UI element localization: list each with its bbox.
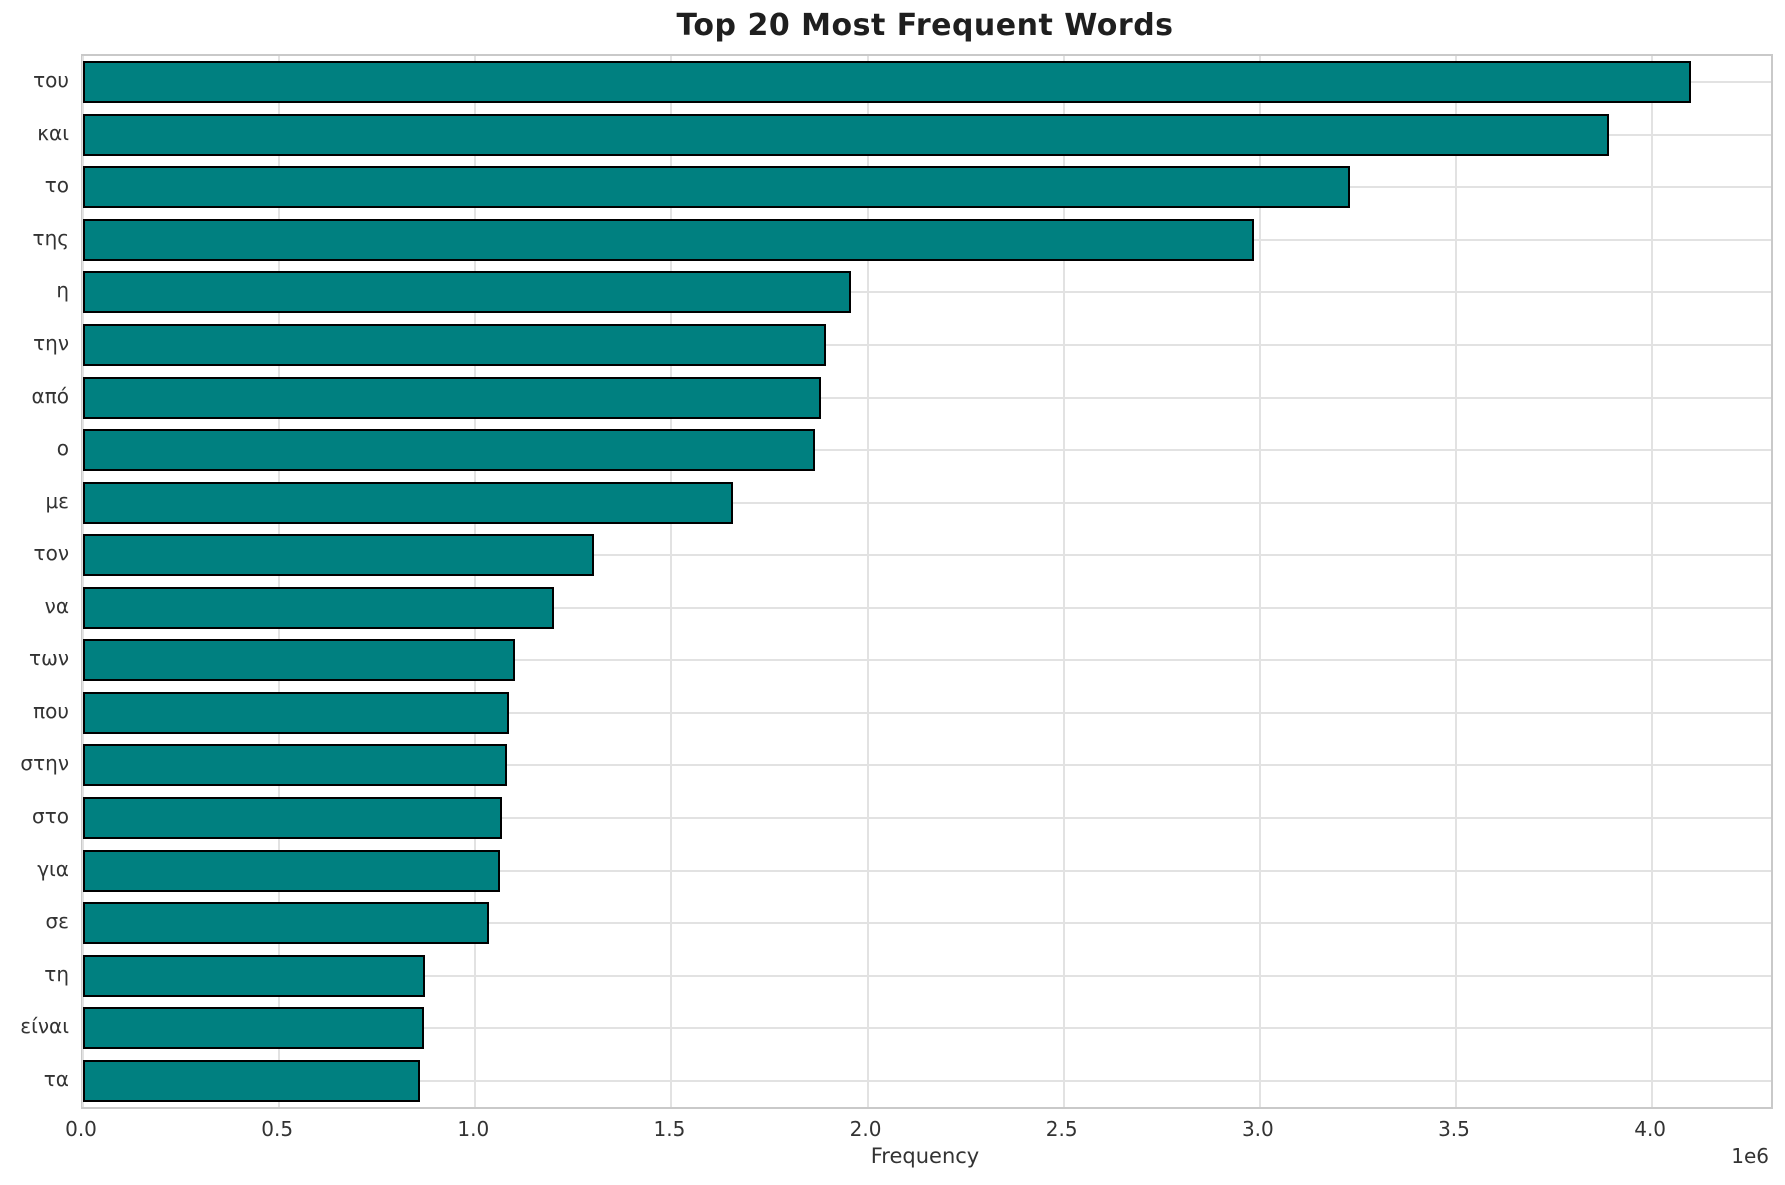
ytick-label-ο: ο: [56, 436, 69, 461]
ytick-label-με: με: [45, 488, 69, 513]
x-gridline: [278, 56, 281, 1107]
y-gridline: [83, 922, 1771, 925]
ytick-label-την: την: [33, 331, 69, 356]
ytick-label-του: του: [33, 68, 69, 93]
x-gridline: [670, 56, 673, 1107]
x-gridline: [474, 56, 477, 1107]
chart-bar-που: [83, 691, 510, 734]
ytick-label-στο: στο: [32, 803, 69, 828]
ytick-label-τη: τη: [44, 961, 69, 986]
ytick-label-τα: τα: [43, 1066, 69, 1091]
chart-bar-την: [83, 324, 826, 367]
chart-bar-τη: [83, 954, 425, 997]
y-axis-tick-labels: του και το της η την από ο με τον να των που στην στο γ…: [0, 54, 69, 1105]
ytick-label-από: από: [31, 383, 69, 408]
xtick-label-2.5: 2.5: [1045, 1117, 1078, 1141]
y-gridline: [83, 764, 1771, 767]
xtick-label-1.0: 1.0: [457, 1117, 490, 1141]
xtick-label-3.5: 3.5: [1438, 1117, 1470, 1141]
chart-bar-το: [83, 166, 1351, 209]
ytick-label-είναι: είναι: [20, 1014, 69, 1039]
chart-bar-της: [83, 218, 1254, 261]
ytick-label-και: και: [37, 120, 69, 145]
y-gridline: [83, 974, 1771, 977]
chart-bar-του: [83, 61, 1692, 104]
y-gridline: [83, 1027, 1771, 1030]
chart-bar-τα: [83, 1059, 421, 1102]
chart-bar-από: [83, 376, 822, 419]
y-gridline: [83, 816, 1771, 819]
ytick-label-της: της: [32, 225, 69, 250]
x-gridline: [82, 56, 84, 1107]
chart-title: Top 20 Most Frequent Words: [676, 8, 1174, 43]
y-gridline: [83, 1079, 1771, 1082]
chart-bar-είναι: [83, 1007, 424, 1050]
y-gridline: [83, 501, 1771, 504]
chart-bar-στην: [83, 744, 508, 787]
chart-bar-των: [83, 639, 516, 682]
y-gridline: [83, 449, 1771, 452]
ytick-label-στην: στην: [20, 751, 69, 776]
xtick-label-4.0: 4.0: [1634, 1117, 1667, 1141]
y-gridline: [83, 396, 1771, 399]
ytick-label-τον: τον: [33, 541, 69, 566]
xtick-label-2.0: 2.0: [849, 1117, 882, 1141]
xtick-label-3.0: 3.0: [1241, 1117, 1274, 1141]
x-gridline: [866, 56, 869, 1107]
chart-bar-για: [83, 849, 500, 892]
ytick-label-των: των: [29, 646, 69, 671]
chart-bar-σε: [83, 902, 489, 945]
x-gridline: [1062, 56, 1065, 1107]
ytick-label-σε: σε: [45, 909, 70, 934]
y-gridline: [83, 554, 1771, 557]
chart-bar-να: [83, 586, 554, 629]
x-axis-offset-multiplier: 1e6: [1731, 1144, 1769, 1168]
chart-bar-στο: [83, 796, 502, 839]
chart-bar-τον: [83, 534, 595, 577]
y-gridline: [83, 711, 1771, 714]
xtick-label-0.0: 0.0: [65, 1117, 97, 1141]
xtick-label-1.5: 1.5: [653, 1117, 686, 1141]
y-gridline: [83, 869, 1771, 872]
xtick-label-0.5: 0.5: [261, 1117, 294, 1141]
ytick-label-για: για: [37, 856, 69, 881]
y-gridline: [83, 659, 1771, 662]
x-gridline: [1454, 56, 1457, 1107]
ytick-label-το: το: [44, 173, 69, 198]
y-gridline: [83, 291, 1771, 294]
y-gridline: [83, 606, 1771, 609]
chart-bar-και: [83, 113, 1609, 156]
chart-bar-με: [83, 481, 733, 524]
chart-bar-η: [83, 271, 851, 314]
y-gridline: [83, 344, 1771, 347]
ytick-label-η: η: [56, 278, 69, 303]
ytick-label-να: να: [44, 593, 69, 618]
chart-bar-ο: [83, 429, 815, 472]
x-gridline: [1258, 56, 1261, 1107]
ytick-label-που: που: [33, 698, 69, 723]
plot-area: [81, 54, 1773, 1109]
x-axis-tick-labels: 0.0 0.5 1.0 1.5 2.0 2.5 3.0 3.5 4.0: [65, 1117, 1769, 1143]
x-gridline: [1651, 56, 1654, 1107]
x-axis-label: Frequency: [870, 1144, 980, 1168]
